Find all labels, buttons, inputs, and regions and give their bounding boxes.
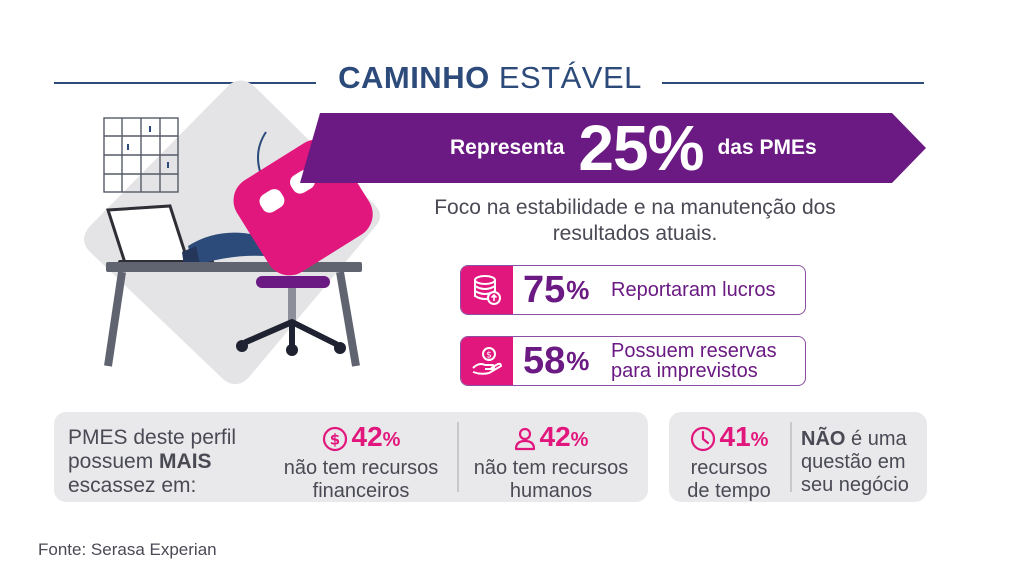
- stat-profit-label: Reportaram lucros: [611, 279, 776, 301]
- stat-reserves-value: 58%: [523, 339, 590, 382]
- banner-shape: [300, 113, 926, 183]
- banner-suffix: das PMEs: [717, 136, 817, 159]
- stat-reserves: $ 58% Possuem reservas para imprevistos: [460, 336, 806, 386]
- svg-text:$: $: [486, 351, 492, 361]
- title-bold: CAMINHO: [338, 60, 490, 95]
- metric-human: 42% não tem recursos humanos: [473, 421, 629, 502]
- source-credit: Fonte: Serasa Experian: [38, 540, 217, 559]
- clock-icon: [690, 426, 715, 451]
- stat-reserves-label: Possuem reservas para imprevistos: [611, 340, 777, 382]
- dollar-circle-icon: $: [322, 426, 347, 451]
- stat-profit: 75% Reportaram lucros: [460, 265, 806, 315]
- scarcity-intro: PMES deste perfil possuem MAIS escassez …: [68, 426, 237, 497]
- share-banner: Representa 25% das PMEs: [300, 113, 926, 183]
- person-icon: [514, 427, 535, 450]
- panel-divider: [790, 422, 792, 492]
- banner-prefix: Representa: [450, 136, 565, 159]
- banner-percent: 25%: [578, 112, 704, 184]
- title-rule-left: [54, 82, 316, 84]
- title-rest: ESTÁVEL: [498, 60, 642, 95]
- stat-profit-value: 75%: [523, 268, 590, 311]
- panel-divider: [457, 422, 459, 492]
- time-note: NÃO é uma questão em seu negócio: [801, 428, 909, 496]
- svg-text:$: $: [329, 430, 339, 448]
- time-panel: [669, 412, 927, 502]
- metric-financial: $ 42% não tem recursos financeiros: [283, 421, 439, 502]
- coin-stack-icon: [461, 266, 513, 314]
- profile-description: Foco na estabilidade e na manutenção dos…: [434, 196, 836, 245]
- metric-time: 41% recursos de tempo: [687, 421, 771, 502]
- title-rule-right: [662, 82, 924, 84]
- page-title: CAMINHO ESTÁVEL: [320, 60, 660, 96]
- scarcity-panel: [54, 412, 648, 502]
- hand-coin-icon: $: [461, 337, 513, 385]
